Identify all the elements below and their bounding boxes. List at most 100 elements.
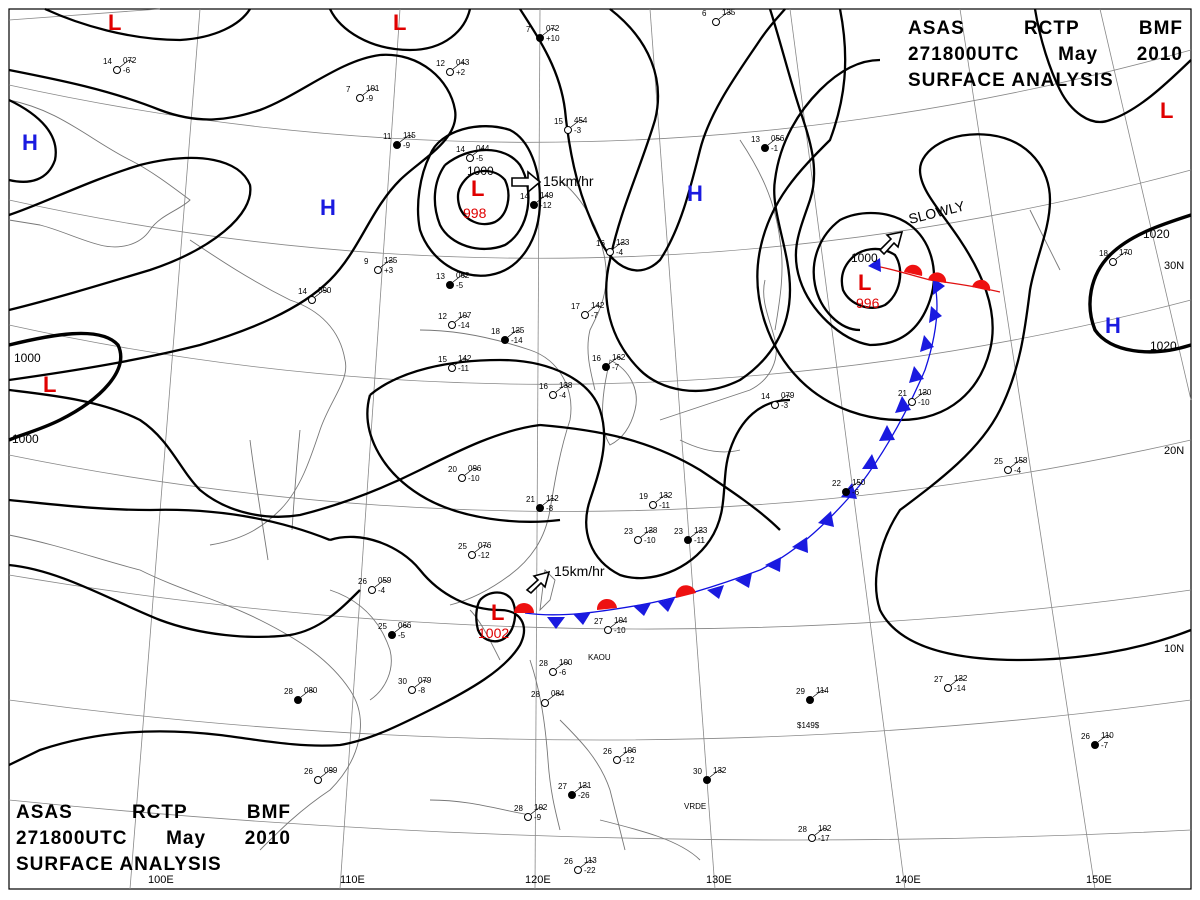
station-temperature: 13 — [751, 135, 760, 144]
station-circle — [808, 834, 816, 842]
station-circle — [684, 536, 692, 544]
station-pressure: 080 — [304, 686, 318, 695]
station-temperature: 26 — [564, 857, 573, 866]
station-circle — [368, 586, 376, 594]
wind-barb — [574, 784, 589, 793]
header-office: BMF — [1138, 18, 1183, 39]
station-circle — [549, 391, 557, 399]
station-circle — [448, 364, 456, 372]
station-pressure: 104 — [614, 616, 628, 625]
wind-barb — [399, 134, 414, 143]
station-tendency: -8 — [546, 504, 554, 513]
station-pressure: 066 — [398, 621, 412, 630]
station-temperature: 16 — [539, 382, 548, 391]
station-circle — [501, 336, 509, 344]
latitude-label: 30N — [1164, 260, 1184, 272]
station-tendency: -9 — [534, 813, 542, 822]
pressure-systems: L 998 L 996 L 1002 L L L L H H H H — [22, 10, 1173, 641]
station-circle — [536, 504, 544, 512]
wind-barb — [380, 259, 395, 268]
station-tendency: -4 — [378, 586, 386, 595]
station-pressure: 101 — [366, 84, 380, 93]
station-tendency: -3 — [781, 401, 789, 410]
station-pressure: 149 — [540, 191, 554, 200]
motion-arrow-icon — [511, 170, 542, 194]
station-temperature: 23 — [624, 527, 633, 536]
station-pressure: 102 — [534, 803, 548, 812]
station-temperature: 14 — [298, 287, 307, 296]
high-pressure-marker: H — [1105, 313, 1121, 338]
longitude-label: 100E — [148, 874, 174, 886]
station-pressure: 128 — [644, 526, 658, 535]
wind-barb — [612, 241, 627, 250]
station-tendency: -22 — [584, 866, 596, 875]
latitude-label: 20N — [1164, 445, 1184, 457]
wind-barb — [1010, 459, 1025, 468]
station-tendency: -12 — [623, 756, 635, 765]
station-tendency: -10 — [644, 536, 656, 545]
station-tendency: -7 — [591, 311, 599, 320]
chart-header-top: ASAS RCTP BMF 271800UTC May 2010 SURFACE ANA… — [908, 16, 1183, 94]
station-temperature: 25 — [458, 542, 467, 551]
station-temperature: 27 — [934, 675, 943, 684]
grid-labels: 100E 110E 120E 130E 140E 150E 30N 20N 10… — [148, 260, 1184, 886]
station-circle — [581, 311, 589, 319]
station-pressure: 096 — [468, 464, 482, 473]
station-tendency: -6 — [123, 66, 131, 75]
station-circle — [842, 488, 850, 496]
station-temperature: 21 — [898, 389, 907, 398]
station-pressure: 079 — [781, 391, 795, 400]
wind-barb — [555, 384, 570, 393]
wind-barb — [414, 679, 429, 688]
low-pressure-marker: L — [43, 372, 56, 397]
station-pressure: 123 — [694, 526, 708, 535]
station-tendency: -8 — [418, 686, 426, 695]
station-circle — [448, 321, 456, 329]
cold-front-tooth — [547, 617, 565, 629]
station-id: VRDE — [684, 802, 706, 811]
warm-front-bump — [972, 279, 991, 291]
cold-front-tooth — [868, 258, 881, 272]
warm-front-bump — [514, 603, 534, 613]
station-tendency: -4 — [616, 248, 624, 257]
station-pressure: 090 — [318, 286, 332, 295]
station-temperature: 14 — [103, 57, 112, 66]
station-pressure: 113 — [584, 856, 597, 865]
chart-header-bottom: ASAS RCTP BMF 271800UTC May 2010 SURFACE ANA… — [16, 800, 291, 878]
wind-barb — [580, 859, 595, 868]
station-temperature: 19 — [639, 492, 648, 501]
station-tendency: -11 — [458, 364, 470, 373]
station-pressure: 072 — [123, 56, 137, 65]
wind-barb — [320, 769, 335, 778]
wind-barb — [690, 529, 705, 538]
station-pressure: 125 — [384, 256, 398, 265]
low-pressure-value: 998 — [463, 205, 487, 221]
header-month: May — [166, 828, 207, 849]
station-tendency: -17 — [818, 834, 830, 843]
station-pressure: 072 — [546, 24, 560, 33]
motion-arrow-icon — [525, 570, 551, 595]
station-temperature: 12 — [436, 59, 445, 68]
header-office: BMF — [246, 802, 291, 823]
station-temperature: 26 — [358, 577, 367, 586]
station-circle — [604, 626, 612, 634]
station-tendency: +2 — [456, 68, 466, 77]
wind-barb — [464, 467, 479, 476]
station-temperature: 6 — [702, 9, 707, 18]
station-circle — [549, 668, 557, 676]
isobar-label: 1020 — [1150, 339, 1177, 353]
station-tendency: -10 — [918, 398, 930, 407]
low-pressure-marker: L — [108, 10, 121, 35]
station-temperature: 28 — [284, 687, 293, 696]
station-pressure: 120 — [918, 388, 932, 397]
high-pressure-marker: H — [320, 195, 336, 220]
station-temperature: 15 — [554, 117, 563, 126]
station-tendency: -5 — [398, 631, 406, 640]
station-pressure: 121 — [578, 781, 592, 790]
cold-front-tooth — [929, 306, 942, 323]
station-circle — [468, 551, 476, 559]
station-circle — [524, 813, 532, 821]
station-temperature: 28 — [531, 690, 540, 699]
station-pressure: 135 — [722, 8, 736, 17]
